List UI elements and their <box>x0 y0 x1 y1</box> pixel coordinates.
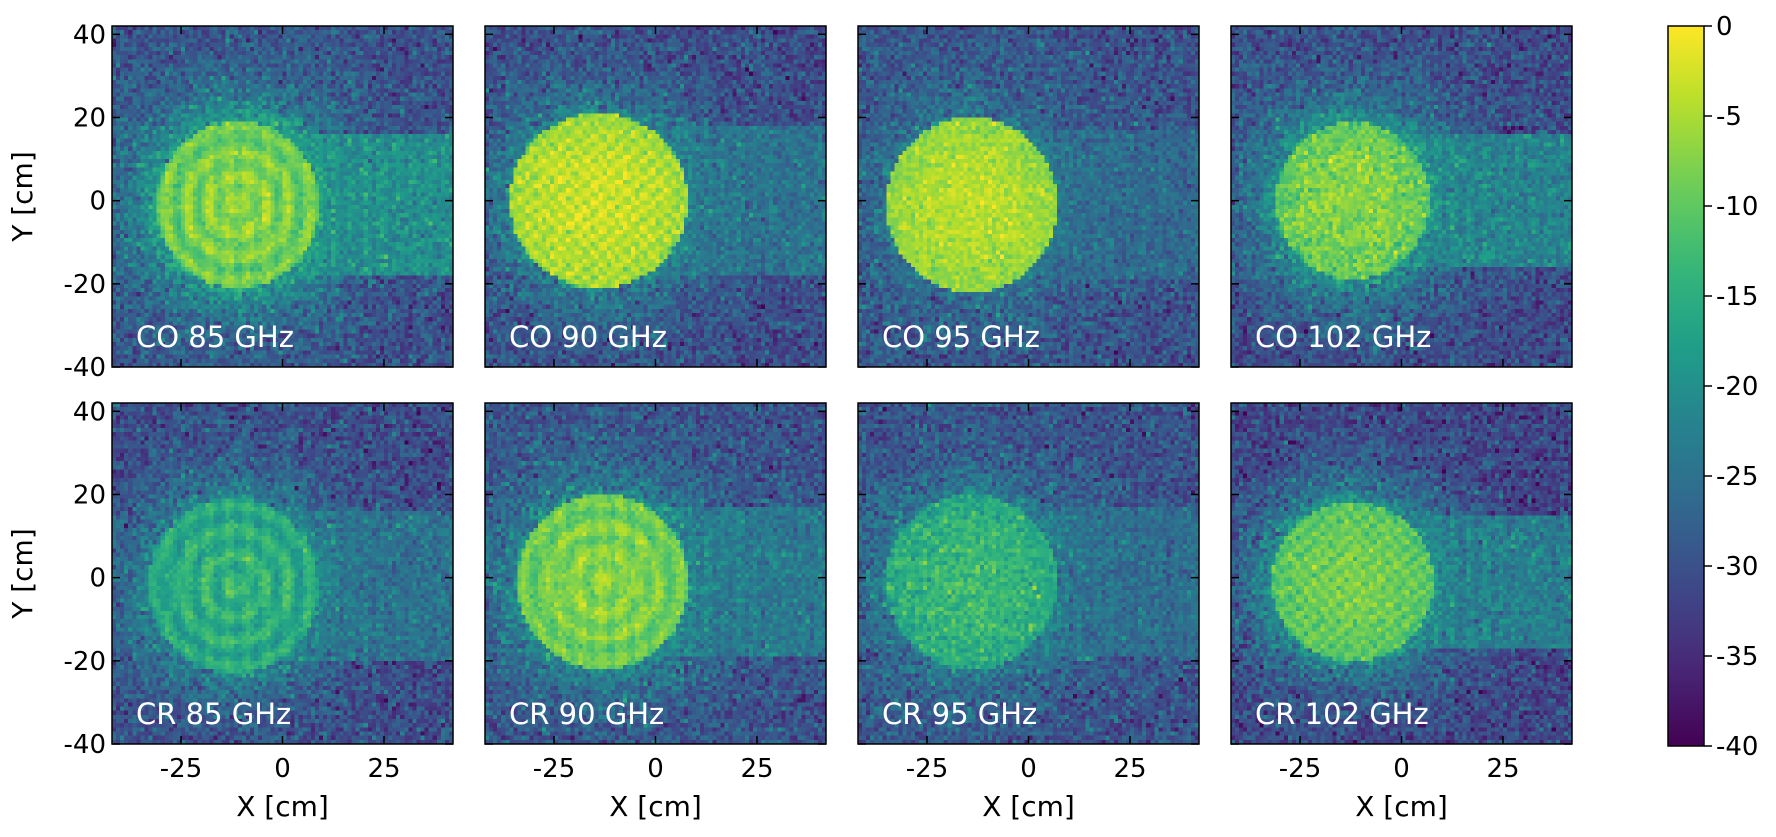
heatmap-panel: CO 95 GHz <box>857 25 1200 368</box>
heatmap-image <box>858 26 1199 367</box>
y-axis-label: Y [cm] <box>6 151 39 243</box>
x-tick-label: 0 <box>1020 754 1037 784</box>
colorbar-gradient <box>1667 25 1705 747</box>
heatmap-image <box>1231 26 1572 367</box>
panel-label: CR 85 GHz <box>136 697 291 731</box>
heatmap-panel: CR 85 GHz -40 -20 0 20 40 Y [cm] -25 0 25 X [cm] <box>6 397 454 823</box>
x-tick-label: 0 <box>647 754 664 784</box>
x-tick-label: 0 <box>1393 754 1410 784</box>
x-axis-label: X [cm] <box>236 790 329 823</box>
y-tick-label: -20 <box>64 270 106 300</box>
heatmap-panel: CR 95 GHz -25 0 25 X [cm] <box>857 402 1200 823</box>
colorbar-tick-label: -40 <box>1716 732 1758 762</box>
heatmap-panel: CO 90 GHz <box>484 25 827 368</box>
colorbar-tick-label: -30 <box>1716 552 1758 582</box>
heatmap-panel: CO 102 GHz <box>1230 25 1573 368</box>
colorbar-tick-label: -25 <box>1716 462 1758 492</box>
x-tick-label: 25 <box>1113 754 1146 784</box>
heatmap-panel: CO 85 GHz -40 -20 0 20 40 Y [cm] <box>6 20 454 383</box>
heatmap-image <box>112 26 453 367</box>
x-axis-label: X [cm] <box>1355 790 1448 823</box>
x-axis-label: X [cm] <box>982 790 1075 823</box>
x-tick-label: 25 <box>1486 754 1519 784</box>
y-tick-label: 20 <box>73 480 106 510</box>
y-tick-label: 20 <box>73 103 106 133</box>
colorbar: 0 -5 -10 -15 -20 -25 -30 -35 -40 <box>1667 12 1758 762</box>
y-tick-label: -40 <box>64 730 106 760</box>
x-tick-label: 25 <box>367 754 400 784</box>
x-tick-label: -25 <box>160 754 202 784</box>
panel-label: CR 95 GHz <box>882 697 1037 731</box>
y-tick-label: 0 <box>89 564 106 594</box>
colorbar-tick-label: -10 <box>1716 192 1758 222</box>
heatmap-image <box>485 403 826 744</box>
x-tick-label: 0 <box>274 754 291 784</box>
y-tick-label: -20 <box>64 647 106 677</box>
colorbar-tick-label: 0 <box>1716 12 1733 42</box>
colorbar-tick-label: -35 <box>1716 642 1758 672</box>
y-tick-label: 40 <box>73 397 106 427</box>
x-tick-label: -25 <box>533 754 575 784</box>
heatmap-panel: CR 90 GHz -25 0 25 X [cm] <box>484 402 827 823</box>
y-tick-label: 40 <box>73 20 106 50</box>
y-tick-label: 0 <box>89 187 106 217</box>
colorbar-tick-label: -15 <box>1716 282 1758 312</box>
x-axis-label: X [cm] <box>609 790 702 823</box>
panel-label: CO 90 GHz <box>509 320 667 354</box>
panel-label: CO 95 GHz <box>882 320 1040 354</box>
heatmap-image <box>485 26 826 367</box>
x-tick-label: 25 <box>740 754 773 784</box>
colorbar-tick-label: -5 <box>1716 102 1742 132</box>
panel-label: CO 85 GHz <box>136 320 294 354</box>
colorbar-tick-label: -20 <box>1716 372 1758 402</box>
x-tick-label: -25 <box>906 754 948 784</box>
y-tick-label: -40 <box>64 353 106 383</box>
y-axis-label: Y [cm] <box>6 528 39 620</box>
panel-label: CO 102 GHz <box>1255 320 1431 354</box>
heatmap-panel: CR 102 GHz -25 0 25 X [cm] <box>1230 402 1573 823</box>
x-tick-label: -25 <box>1279 754 1321 784</box>
heatmap-image <box>1231 403 1572 744</box>
panel-label: CR 102 GHz <box>1255 697 1429 731</box>
panel-label: CR 90 GHz <box>509 697 664 731</box>
heatmap-image <box>858 403 1199 744</box>
heatmap-panels: CO 85 GHz -40 -20 0 20 40 Y [cm] CO 90 GHz CO 95… <box>6 20 1573 823</box>
heatmap-image <box>112 403 453 744</box>
